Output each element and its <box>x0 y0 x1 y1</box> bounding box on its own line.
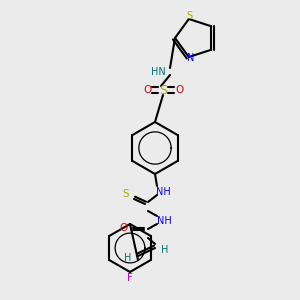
Text: HN: HN <box>151 67 165 77</box>
Text: O: O <box>175 85 183 95</box>
Text: N: N <box>187 53 194 63</box>
Text: S: S <box>187 11 193 21</box>
Text: S: S <box>123 189 129 199</box>
Text: H: H <box>161 245 169 255</box>
Text: H: H <box>124 253 132 263</box>
Text: O: O <box>143 85 151 95</box>
Text: O: O <box>120 223 128 233</box>
Text: S: S <box>159 83 167 97</box>
Text: NH: NH <box>156 187 170 197</box>
Text: NH: NH <box>157 216 171 226</box>
Text: F: F <box>127 273 133 283</box>
